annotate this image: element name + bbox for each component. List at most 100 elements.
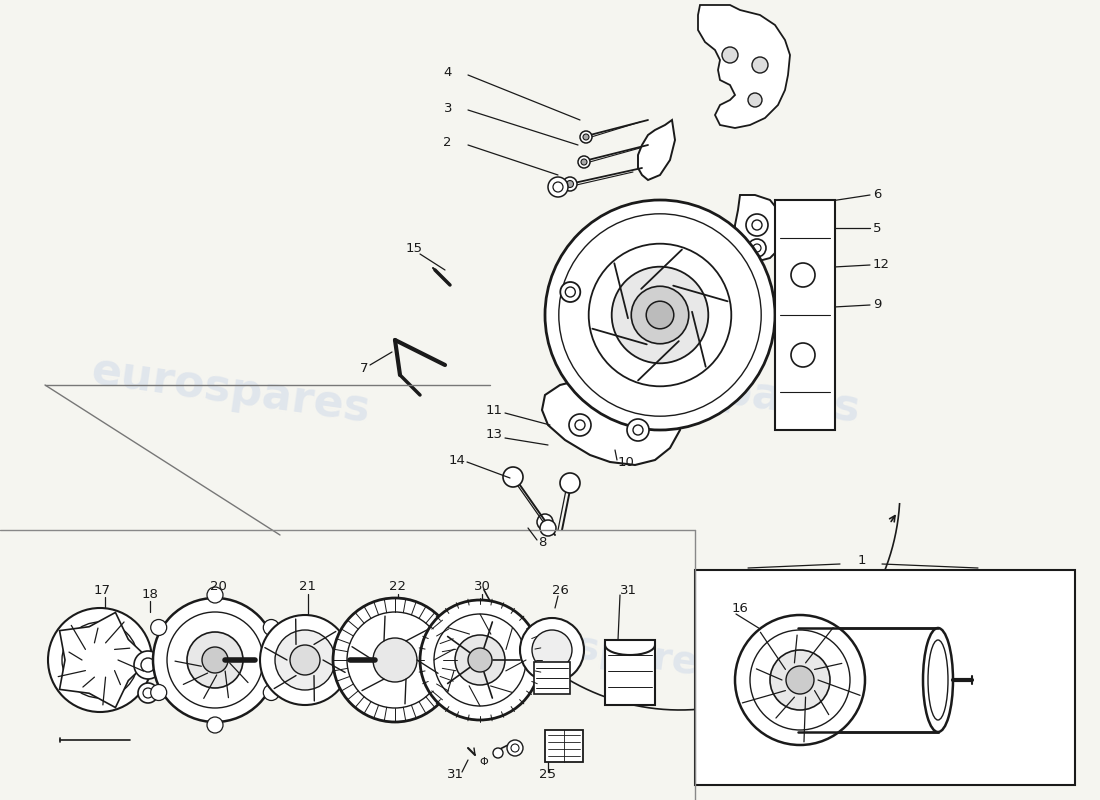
Circle shape xyxy=(786,666,814,694)
Circle shape xyxy=(748,239,766,257)
Circle shape xyxy=(207,717,223,733)
Text: 15: 15 xyxy=(406,242,424,254)
Circle shape xyxy=(275,630,336,690)
Text: 31: 31 xyxy=(620,583,637,597)
Circle shape xyxy=(646,301,674,329)
Text: 16: 16 xyxy=(732,602,749,614)
Text: 7: 7 xyxy=(360,362,368,374)
Circle shape xyxy=(468,648,492,672)
Circle shape xyxy=(559,214,761,416)
Text: 6: 6 xyxy=(873,187,881,201)
Text: 11: 11 xyxy=(486,403,503,417)
Circle shape xyxy=(578,156,590,168)
Bar xyxy=(544,730,583,762)
Polygon shape xyxy=(698,5,790,128)
Text: Φ: Φ xyxy=(480,757,488,767)
Circle shape xyxy=(263,685,279,701)
Circle shape xyxy=(151,685,167,701)
Circle shape xyxy=(91,651,109,669)
Circle shape xyxy=(746,214,768,236)
Circle shape xyxy=(493,748,503,758)
Circle shape xyxy=(507,740,522,756)
Circle shape xyxy=(791,343,815,367)
Circle shape xyxy=(153,598,277,722)
Bar xyxy=(695,570,1075,785)
Circle shape xyxy=(143,688,153,698)
Text: 5: 5 xyxy=(873,222,881,234)
Bar xyxy=(798,628,938,732)
Circle shape xyxy=(202,647,228,673)
Text: eurospares: eurospares xyxy=(476,614,724,686)
Circle shape xyxy=(583,134,588,140)
Circle shape xyxy=(520,618,584,682)
Circle shape xyxy=(735,615,865,745)
Circle shape xyxy=(512,744,519,752)
Circle shape xyxy=(187,632,243,688)
Circle shape xyxy=(770,650,830,710)
Circle shape xyxy=(565,287,575,297)
Text: eurospares: eurospares xyxy=(578,349,862,431)
Circle shape xyxy=(167,612,263,708)
Circle shape xyxy=(82,642,118,678)
Text: 10: 10 xyxy=(618,455,635,469)
Text: 13: 13 xyxy=(486,429,503,442)
Circle shape xyxy=(752,220,762,230)
Circle shape xyxy=(333,598,456,722)
Circle shape xyxy=(540,520,556,536)
Circle shape xyxy=(575,420,585,430)
Circle shape xyxy=(612,266,708,363)
Circle shape xyxy=(455,635,505,685)
Circle shape xyxy=(632,425,644,435)
Circle shape xyxy=(346,612,443,708)
Text: 31: 31 xyxy=(447,769,463,782)
Circle shape xyxy=(263,619,279,635)
Text: 25: 25 xyxy=(539,769,557,782)
Polygon shape xyxy=(59,613,150,707)
Circle shape xyxy=(627,419,649,441)
Circle shape xyxy=(563,177,578,191)
Circle shape xyxy=(548,177,568,197)
Text: 20: 20 xyxy=(210,581,227,594)
Circle shape xyxy=(569,414,591,436)
Circle shape xyxy=(141,658,155,672)
Circle shape xyxy=(151,619,167,635)
Circle shape xyxy=(553,182,563,192)
Circle shape xyxy=(560,473,580,493)
Text: eurospares: eurospares xyxy=(88,349,372,431)
Text: 26: 26 xyxy=(551,583,569,597)
Text: 14: 14 xyxy=(448,454,465,466)
Ellipse shape xyxy=(923,628,953,732)
Circle shape xyxy=(207,587,223,603)
Circle shape xyxy=(503,467,522,487)
Text: 30: 30 xyxy=(474,581,491,594)
Text: 18: 18 xyxy=(142,589,158,602)
Circle shape xyxy=(373,638,417,682)
Text: 9: 9 xyxy=(873,298,881,311)
Text: 8: 8 xyxy=(538,537,547,550)
Text: 21: 21 xyxy=(299,581,317,594)
Circle shape xyxy=(138,683,158,703)
Text: 4: 4 xyxy=(443,66,452,79)
Circle shape xyxy=(754,244,761,252)
Circle shape xyxy=(290,645,320,675)
Circle shape xyxy=(62,622,138,698)
Text: 2: 2 xyxy=(443,137,452,150)
Circle shape xyxy=(752,57,768,73)
Circle shape xyxy=(532,630,572,670)
Text: 3: 3 xyxy=(443,102,452,114)
Circle shape xyxy=(580,131,592,143)
Bar xyxy=(534,662,570,694)
Circle shape xyxy=(588,244,732,386)
Circle shape xyxy=(631,286,689,344)
Ellipse shape xyxy=(928,640,948,720)
Text: 17: 17 xyxy=(94,583,110,597)
Circle shape xyxy=(537,514,553,530)
Circle shape xyxy=(544,200,776,430)
Text: 22: 22 xyxy=(389,581,407,594)
Circle shape xyxy=(722,47,738,63)
Circle shape xyxy=(434,614,526,706)
Circle shape xyxy=(48,608,152,712)
Text: 1: 1 xyxy=(858,554,867,566)
Text: 12: 12 xyxy=(873,258,890,271)
Bar xyxy=(776,200,835,430)
